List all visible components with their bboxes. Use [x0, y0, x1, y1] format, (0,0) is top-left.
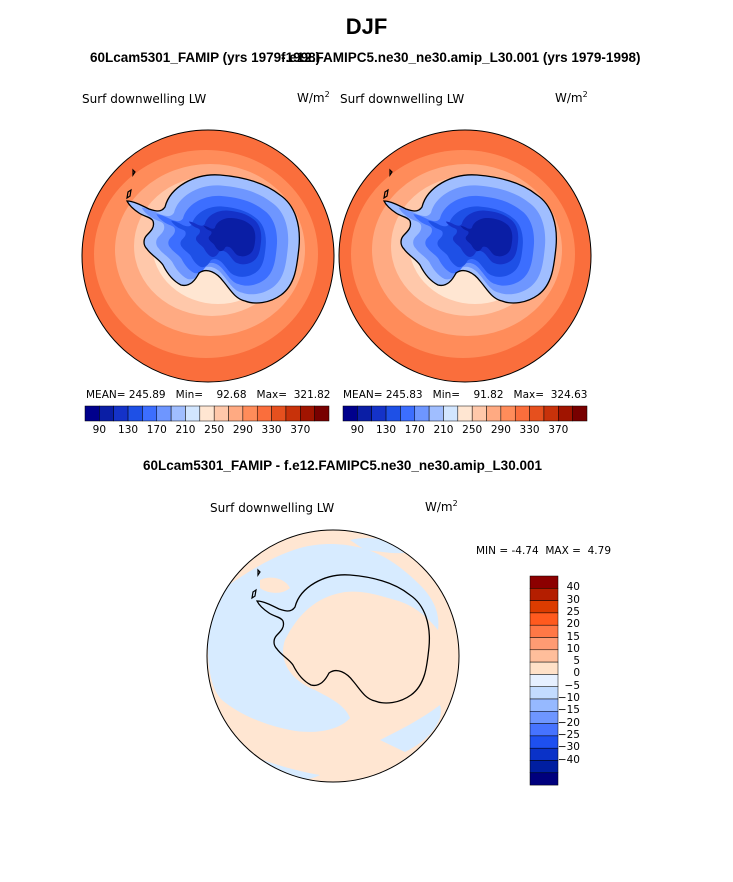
- diff-minmax: MIN = -4.74 MAX = 4.79: [476, 545, 612, 557]
- colorbar-tick-label: 290: [490, 424, 511, 436]
- difference-colorbar: [529, 575, 559, 786]
- colorbar-swatch: [256, 405, 272, 422]
- panel2-colorbar: [342, 405, 588, 422]
- right-model-title: f.e12.FAMIPC5.ne30_ne30.amip_L30.001 (yr…: [281, 50, 641, 65]
- colorbar-swatch: [414, 405, 430, 422]
- colorbar-swatch: [113, 405, 129, 422]
- panel2-variable: Surf downwelling LW: [340, 92, 465, 106]
- panel1-map: [82, 130, 334, 382]
- panel1-map-border: [81, 129, 335, 383]
- colorbar-swatch: [357, 405, 372, 422]
- panel2-map-border: [338, 129, 592, 383]
- diff-colorbar-swatch: [529, 772, 559, 786]
- diff-colorbar-tick-label: 10: [566, 642, 580, 655]
- left-model-title: 60Lcam5301_FAMIP (yrs 1979-1998): [90, 50, 321, 65]
- colorbar-swatch: [127, 405, 143, 422]
- diff-colorbar-tick-label: 0: [573, 667, 580, 680]
- colorbar-swatch: [142, 405, 158, 422]
- colorbar-swatch: [486, 405, 502, 422]
- colorbar-swatch: [170, 405, 186, 422]
- diff-colorbar-tick-label: −30: [557, 741, 580, 754]
- colorbar-swatch: [558, 405, 573, 422]
- colorbar-swatch: [471, 405, 487, 422]
- colorbar-swatch: [342, 405, 358, 422]
- colorbar-swatch: [285, 405, 301, 422]
- panel1-units: W/m2: [297, 90, 330, 105]
- colorbar-tick-label: 370: [548, 424, 569, 436]
- colorbar-swatch: [443, 405, 459, 422]
- colorbar-tick-label: 130: [376, 424, 397, 436]
- colorbar-swatch: [371, 405, 387, 422]
- colorbar-swatch: [242, 405, 258, 422]
- colorbar-tick-label: 90: [92, 424, 107, 436]
- colorbar-swatch: [84, 405, 100, 422]
- diff-colorbar-tick-label: 20: [566, 618, 580, 631]
- panel1-stats: MEAN= 245.89 Min= 92.68 Max= 321.82: [86, 389, 331, 401]
- diff-colorbar-tick-label: 30: [566, 593, 580, 606]
- diff-variable: Surf downwelling LW: [210, 501, 335, 515]
- colorbar-tick-label: 170: [146, 424, 167, 436]
- diff-colorbar-tick-label: −40: [557, 753, 580, 766]
- diff-colorbar-tick-label: −25: [557, 728, 580, 741]
- diff-colorbar-tick-label: −20: [557, 716, 580, 729]
- colorbar-tick-label: 330: [519, 424, 540, 436]
- colorbar-swatch: [185, 405, 201, 422]
- colorbar-swatch: [400, 405, 416, 422]
- colorbar-swatch: [99, 405, 114, 422]
- colorbar-tick-label: 370: [290, 424, 311, 436]
- difference-map: [207, 530, 459, 782]
- panel1-colorbar: [84, 405, 330, 422]
- colorbar-swatch: [457, 405, 473, 422]
- colorbar-swatch: [228, 405, 244, 422]
- colorbar-tick-label: 170: [404, 424, 425, 436]
- panel1-variable: Surf downwelling LW: [82, 92, 207, 106]
- panel2-map: [339, 130, 591, 382]
- colorbar-swatch: [500, 405, 516, 422]
- colorbar-tick-label: 210: [433, 424, 454, 436]
- colorbar-swatch: [529, 405, 545, 422]
- colorbar-swatch: [314, 405, 330, 422]
- colorbar-tick-label: 330: [261, 424, 282, 436]
- colorbar-tick-label: 210: [175, 424, 196, 436]
- panel2-units: W/m2: [555, 90, 588, 105]
- diff-colorbar-tick-label: −10: [557, 692, 580, 704]
- diff-colorbar-tick-label: 25: [566, 605, 580, 618]
- diff-colorbar-tick-label: 40: [566, 581, 580, 594]
- colorbar-swatch: [428, 405, 444, 422]
- colorbar-tick-label: 130: [118, 424, 139, 436]
- colorbar-swatch: [385, 405, 401, 422]
- colorbar-swatch: [213, 405, 229, 422]
- panel2-stats: MEAN= 245.83 Min= 91.82 Max= 324.63: [343, 389, 588, 401]
- colorbar-tick-label: 90: [350, 424, 365, 436]
- colorbar-tick-label: 250: [204, 424, 225, 436]
- diff-colorbar-tick-label: −15: [557, 704, 580, 717]
- difference-map-border: [206, 529, 460, 783]
- colorbar-swatch: [156, 405, 172, 422]
- diff-colorbar-tick-label: 15: [566, 630, 580, 643]
- colorbar-swatch: [300, 405, 315, 422]
- diff-colorbar-tick-label: 5: [573, 655, 580, 668]
- colorbar-swatch: [271, 405, 287, 422]
- season-title: DJF: [345, 14, 388, 39]
- colorbar-swatch: [514, 405, 530, 422]
- diff-colorbar-tick-label: −5: [564, 679, 580, 692]
- colorbar-tick-label: 250: [462, 424, 483, 436]
- colorbar-swatch: [199, 405, 215, 422]
- difference-title: 60Lcam5301_FAMIP - f.e12.FAMIPC5.ne30_ne…: [143, 458, 542, 473]
- colorbar-tick-label: 290: [232, 424, 253, 436]
- colorbar-swatch: [543, 405, 559, 422]
- diff-units: W/m2: [425, 499, 458, 514]
- colorbar-swatch: [572, 405, 588, 422]
